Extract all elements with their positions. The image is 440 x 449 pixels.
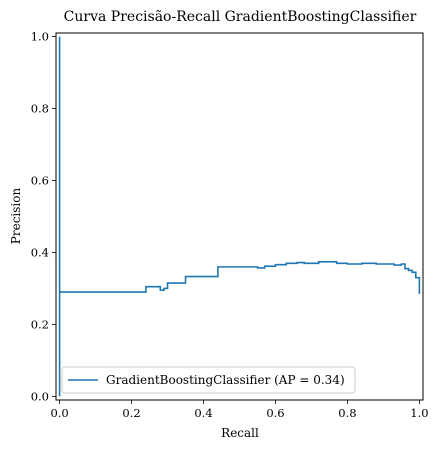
x-tick-label: 0.4 <box>194 406 212 420</box>
y-axis: 0.0 0.2 0.4 0.6 0.8 1.0 <box>31 30 56 403</box>
y-tick-label: 0.4 <box>31 245 49 259</box>
legend-box <box>61 366 356 394</box>
y-tick-label: 0.0 <box>31 389 49 403</box>
x-tick-label: 1.0 <box>410 406 428 420</box>
x-tick-label: 0.2 <box>122 406 140 420</box>
plot-frame <box>55 32 424 401</box>
y-tick-label: 0.8 <box>31 102 49 116</box>
x-tick-label: 0.0 <box>50 406 68 420</box>
y-axis-label: Precision <box>9 188 23 245</box>
x-axis: 0.0 0.2 0.4 0.6 0.8 1.0 <box>50 400 429 420</box>
pr-curve-line <box>58 36 421 397</box>
x-axis-label: Recall <box>221 426 259 440</box>
x-tick-label: 0.8 <box>338 406 356 420</box>
legend: GradientBoostingClassifier (AP = 0.34) <box>61 366 356 394</box>
y-tick-label: 1.0 <box>31 30 49 44</box>
y-tick-label: 0.2 <box>31 317 49 331</box>
chart-title: Curva Precisão-Recall GradientBoostingCl… <box>64 9 417 25</box>
x-tick-label: 0.6 <box>266 406 284 420</box>
legend-entry-label: GradientBoostingClassifier (AP = 0.34) <box>106 373 345 387</box>
y-tick-label: 0.6 <box>31 174 49 188</box>
